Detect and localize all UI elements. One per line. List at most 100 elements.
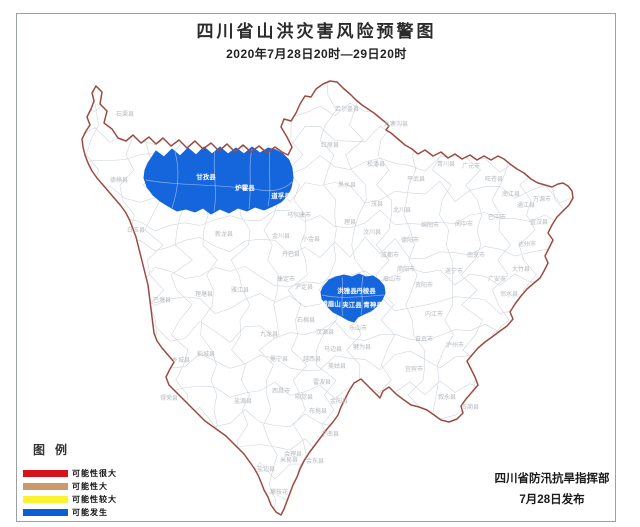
legend-label: 可能发生	[72, 508, 108, 517]
legend-swatch-tan	[23, 483, 68, 490]
county-label: 南充市	[467, 251, 485, 259]
county-label: 小金县	[302, 235, 320, 243]
county-label: 旺苍县	[485, 175, 503, 183]
legend-label: 可能性大	[72, 482, 108, 491]
county-label: 资阳市	[415, 281, 433, 289]
legend-swatch-yellow	[23, 496, 68, 503]
county-label: 石渠县	[116, 110, 134, 118]
legend-swatch-red	[23, 470, 68, 477]
county-label: 泸州市	[446, 341, 464, 349]
county-label: 内江市	[425, 310, 443, 318]
issuer-name: 四川省防汛抗旱指挥部	[494, 473, 610, 485]
county-label: 叙永县	[438, 393, 456, 401]
county-label: 眉山市	[383, 275, 401, 283]
county-label: 乐山市	[349, 324, 367, 332]
county-label: 九寨沟县	[384, 120, 408, 128]
county-label: 泸定县	[295, 283, 313, 291]
county-label: 金阳县	[330, 397, 348, 405]
county-label: 稻城县	[197, 350, 215, 358]
legend-row-fairly-likely: 可能性较大	[23, 493, 117, 506]
county-label: 宣汉县	[530, 218, 548, 226]
county-label: 宜宾市	[405, 365, 423, 373]
county-label: 新龙县	[215, 230, 233, 238]
county-label: 理县	[344, 219, 356, 226]
legend-row-very-likely: 可能性很大	[23, 467, 117, 480]
legend-row-likely: 可能性大	[23, 480, 117, 493]
legend-title: 图例	[33, 443, 78, 457]
county-label: 阆中市	[455, 220, 473, 228]
county-label: 马边县	[324, 345, 342, 353]
county-label: 康定市	[277, 275, 295, 283]
title-block: 四川省山洪灾害风险预警图 2020年7月28日20时—29日20时	[17, 22, 616, 62]
county-label: 汉源县	[316, 328, 334, 336]
risk-zone-county-label: 炉霍县	[235, 183, 255, 192]
risk-zone-northwest	[143, 146, 294, 215]
county-label: 犍为县	[353, 343, 371, 351]
county-label: 乡城县	[172, 357, 190, 364]
county-label: 汶川县	[363, 228, 381, 236]
risk-zone-county-label: 道孚县	[271, 191, 291, 200]
county-label: 若尔盖县	[335, 105, 359, 113]
county-label: 米易县	[280, 456, 298, 464]
county-label: 巴中市	[488, 213, 506, 221]
page-title: 四川省山洪灾害风险预警图	[196, 22, 437, 41]
county-label: 丹巴县	[282, 251, 300, 258]
legend-label: 可能性很大	[72, 469, 117, 478]
county-label: 红原县	[321, 141, 339, 149]
county-label: 布拖县	[309, 407, 327, 415]
risk-zone-county-label: 夹江县	[342, 300, 362, 309]
county-label: 达州市	[518, 240, 536, 248]
risk-zone-county-label: 洪雅县	[337, 286, 357, 295]
county-label: 邻水县	[500, 290, 518, 298]
county-label: 广元市	[462, 162, 480, 170]
county-label: 雅江县	[231, 286, 249, 294]
county-label: 通江县	[517, 201, 535, 209]
county-label: 得荣县	[160, 394, 178, 402]
county-label: 美姑县	[328, 362, 346, 370]
legend: 图例 可能性很大 可能性大 可能性较大 可能发生	[23, 441, 117, 519]
risk-zone-county-label: 甘孜县	[196, 172, 216, 181]
county-label: 万源市	[533, 195, 551, 203]
county-label: 广安市	[488, 275, 506, 283]
risk-zone-county-label: 青神县	[363, 300, 383, 309]
map-frame	[16, 13, 616, 522]
risk-zone-county-label: 峨眉山	[321, 299, 341, 308]
county-label: 古蔺县	[461, 403, 479, 411]
county-label: 宁南县	[321, 430, 339, 438]
county-label: 九龙县	[260, 330, 278, 338]
county-label: 巴塘县	[153, 296, 171, 304]
county-label: 绵阳市	[421, 221, 439, 229]
county-label: 遂宁市	[445, 267, 463, 275]
county-label: 黑水县	[338, 181, 356, 189]
county-label: 盐边县	[257, 465, 275, 473]
county-label: 成都市	[381, 251, 399, 259]
risk-zone-central-inner-borders	[321, 275, 385, 317]
county-label: 盐源县	[234, 397, 252, 405]
county-label: 金川县	[272, 232, 290, 240]
county-label: 理塘县	[195, 290, 213, 298]
legend-label: 可能性较大	[72, 495, 117, 504]
county-label: 松潘县	[367, 160, 385, 168]
province-boundary	[81, 80, 574, 516]
county-label: 南江县	[502, 190, 520, 198]
county-label: 茂县	[371, 200, 383, 208]
issue-date: 7月28日发布	[519, 494, 585, 506]
legend-row-possible: 可能发生	[23, 506, 117, 519]
county-label: 北川县	[393, 206, 411, 214]
county-label: 昭觉县	[295, 393, 313, 401]
county-label: 青川县	[437, 160, 455, 168]
county-label: 越西县	[303, 355, 321, 363]
issuer-block: 四川省防汛抗旱指挥部 7月28日发布	[488, 470, 616, 507]
county-label: 西昌市	[272, 387, 290, 395]
county-label: 白玉县	[127, 226, 145, 234]
county-label: 平武县	[407, 175, 425, 183]
county-label: 攀枝花	[270, 488, 288, 496]
legend-swatch-blue	[23, 509, 68, 516]
risk-zone-northwest-inner-borders	[145, 148, 293, 212]
county-label: 冕宁县	[270, 355, 288, 363]
county-label: 大竹县	[512, 265, 530, 273]
risk-zone-central	[320, 273, 386, 323]
risk-zone-county-label: 丹棱县	[355, 286, 376, 295]
